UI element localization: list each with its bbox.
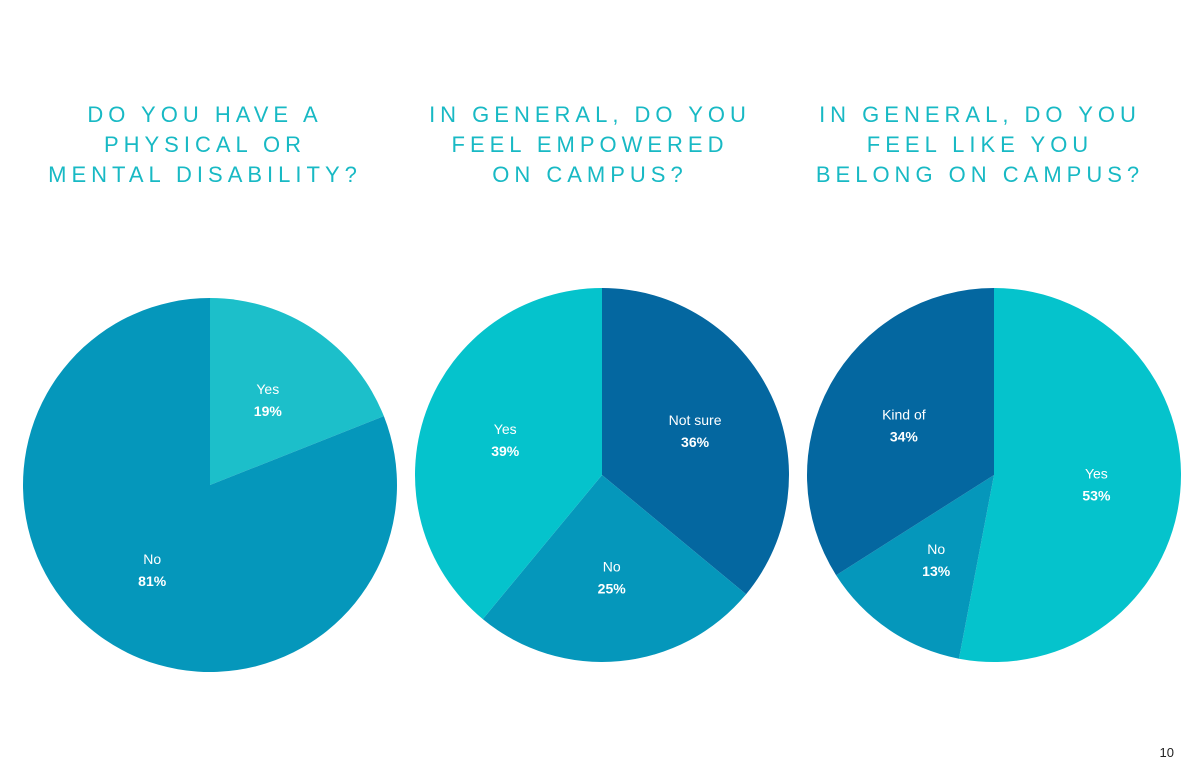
slice-label: Yes [256, 381, 279, 397]
slice-label: No [603, 558, 621, 574]
slice-label: Not sure [669, 412, 722, 428]
slice-value-label: 53% [1082, 488, 1111, 504]
pie-chart-2: Yes 53% No 13% Kind of 34% [807, 288, 1181, 662]
pie-slice-not-sure [602, 288, 789, 595]
slice-value-label: 25% [598, 580, 627, 596]
slice-label: Kind of [882, 406, 926, 422]
slice-label: No [143, 551, 161, 567]
slice-label: Yes [1085, 466, 1108, 482]
slice-value-label: 36% [681, 434, 710, 450]
chart-title-belong: IN GENERAL, DO YOU FEEL LIKE YOU BELONG … [815, 102, 1145, 187]
pie-slice-yes [958, 288, 1181, 662]
pie-slice-no [22, 298, 398, 672]
pie-slice-yes [210, 298, 384, 485]
slice-value-label: 81% [138, 573, 167, 589]
slice-value-label: 34% [890, 428, 919, 444]
pie-slice-no [836, 475, 994, 659]
pie-slice-yes [415, 288, 602, 620]
slice-value-label: 39% [491, 443, 520, 459]
chart-title-empowered: IN GENERAL, DO YOU FEEL EMPOWERED ON CAM… [429, 102, 751, 187]
slice-value-label: 13% [922, 563, 951, 579]
pie-chart-0: Yes 19% No 81% [22, 298, 398, 672]
slice-label: No [927, 541, 945, 557]
pie-slice-kind-of [807, 288, 994, 576]
page-number: 10 [1159, 745, 1174, 760]
pie-chart-1: Not sure 36% No 25% Yes 39% [415, 288, 789, 662]
pie-slice-no [482, 475, 747, 662]
chart-title-disability: DO YOU HAVE A PHYSICAL OR MENTAL DISABIL… [48, 102, 362, 187]
slice-label: Yes [494, 421, 517, 437]
slice-value-label: 19% [254, 403, 283, 419]
